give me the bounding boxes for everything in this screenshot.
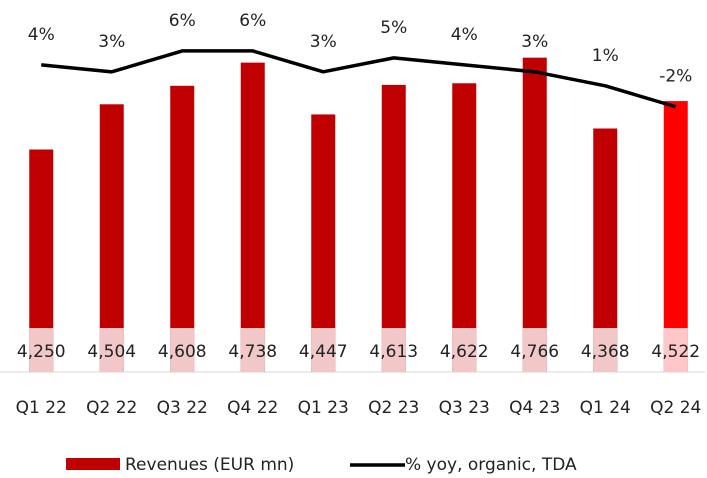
label-backdrop <box>522 328 547 372</box>
bar <box>522 57 547 372</box>
data-label: 5% <box>380 18 407 38</box>
x-tick-label: Q1 23 <box>298 398 349 418</box>
label-backdrop <box>311 328 336 372</box>
data-label: 4,522 <box>651 342 700 362</box>
data-label: 4,250 <box>17 342 66 362</box>
legend-label: % yoy, organic, TDA <box>405 455 577 475</box>
bar <box>381 84 406 373</box>
data-label: 4,738 <box>228 342 277 362</box>
data-label: 3% <box>521 32 548 52</box>
label-backdrop <box>99 328 124 372</box>
label-backdrop <box>29 328 54 372</box>
data-label: 4,766 <box>510 342 559 362</box>
label-backdrop <box>663 328 688 372</box>
data-label: 6% <box>169 11 196 31</box>
bar <box>663 101 688 373</box>
data-label: 4,622 <box>440 342 489 362</box>
label-backdrop <box>381 328 406 372</box>
data-label: 4% <box>28 25 55 45</box>
label-backdrop <box>593 328 618 372</box>
bar <box>170 85 195 372</box>
label-backdrop <box>170 328 195 372</box>
data-label: 3% <box>310 32 337 52</box>
data-label: 4,613 <box>369 342 418 362</box>
bar <box>452 83 477 372</box>
data-label: 6% <box>239 11 266 31</box>
line <box>41 49 677 109</box>
label-backdrop <box>240 328 265 372</box>
data-label: 4,447 <box>299 342 348 362</box>
legend: Revenues (EUR mn) % yoy, organic, TDA <box>66 455 577 475</box>
data-label: 4,608 <box>158 342 207 362</box>
x-tick-label: Q2 23 <box>368 398 419 418</box>
x-tick-label: Q3 23 <box>439 398 490 418</box>
x-tick-label: Q1 24 <box>580 398 631 418</box>
data-label: -2% <box>659 67 692 87</box>
data-label: 4,368 <box>581 342 630 362</box>
label-backdrop <box>452 328 477 372</box>
data-label: 1% <box>592 46 619 66</box>
x-tick-label: Q4 23 <box>509 398 560 418</box>
x-tick-label: Q2 24 <box>650 398 701 418</box>
x-tick-label: Q3 22 <box>157 398 208 418</box>
data-label: 4,504 <box>87 342 136 362</box>
data-label: 4% <box>451 25 478 45</box>
x-tick-label: Q2 22 <box>86 398 137 418</box>
bar <box>240 62 265 373</box>
legend-label: Revenues (EUR mn) <box>125 455 294 475</box>
bar <box>99 104 124 373</box>
data-label: 3% <box>98 32 125 52</box>
x-tick-label: Q1 22 <box>16 398 67 418</box>
legend-swatch-bar <box>66 458 120 470</box>
x-tick-label: Q4 22 <box>227 398 278 418</box>
